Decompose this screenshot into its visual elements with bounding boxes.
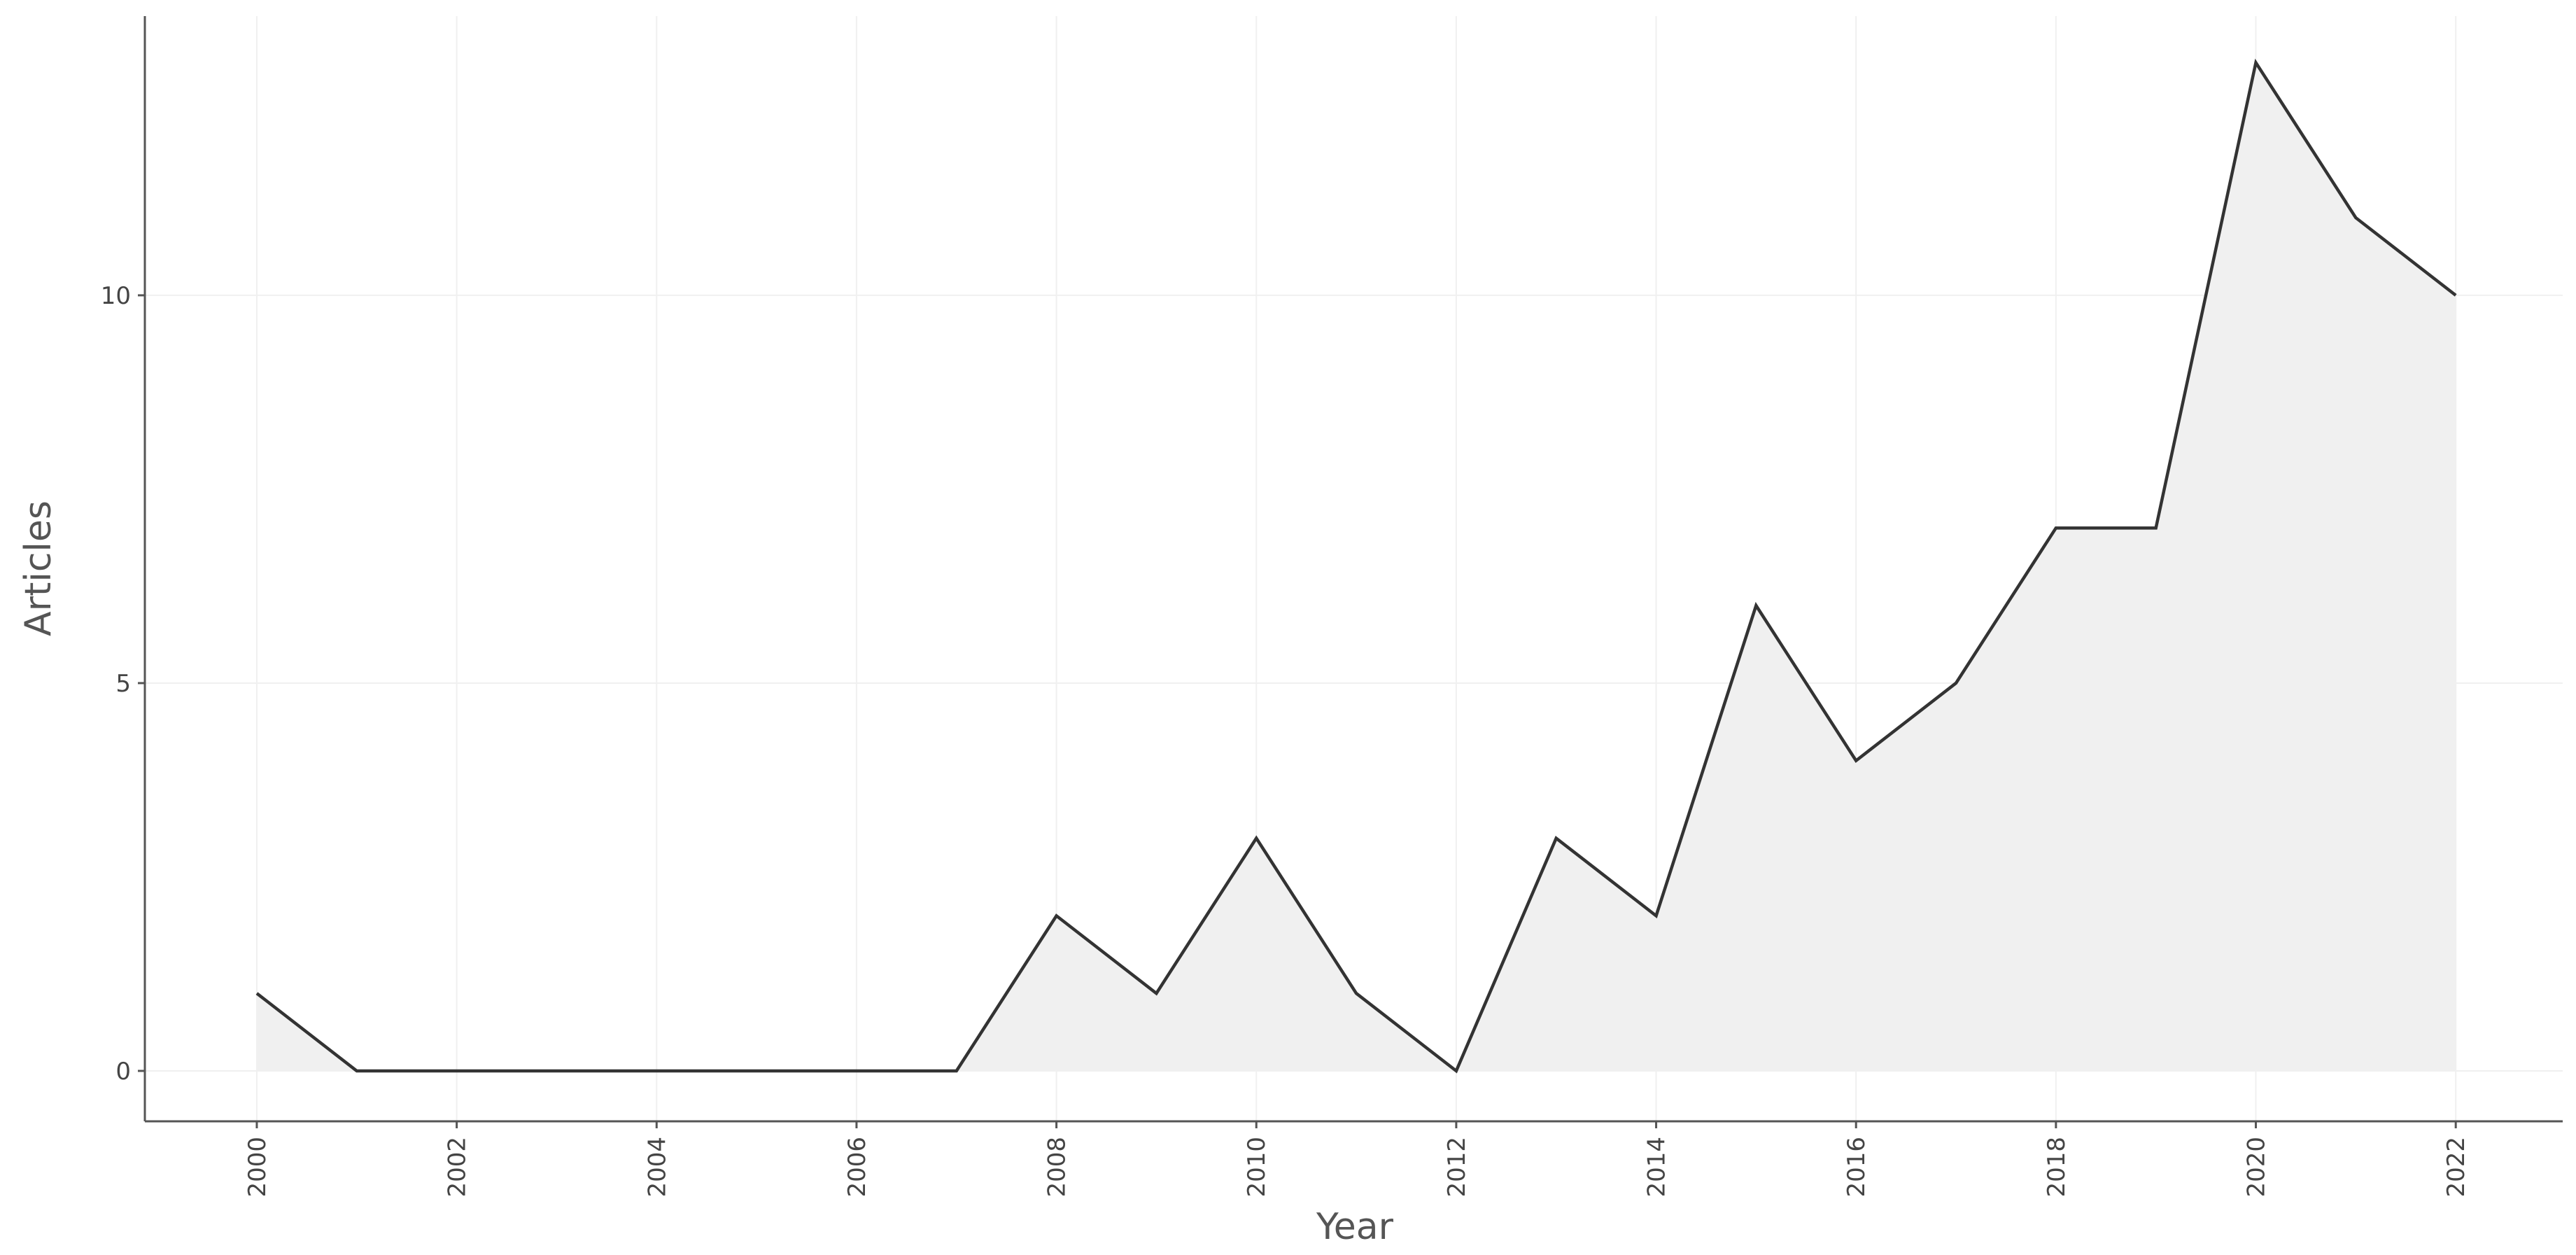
x-tick-label: 2000 [244,1137,272,1198]
area-fill [256,62,2456,1071]
x-tick-label: 2020 [2243,1137,2271,1198]
y-tick-label: 5 [115,670,131,698]
x-tick-label: 2014 [1643,1137,1671,1198]
x-tick-label: 2022 [2442,1137,2470,1198]
x-tick-label: 2016 [1843,1137,1871,1198]
x-tick-label: 2002 [444,1137,472,1198]
x-tick-label: 2008 [1043,1137,1071,1198]
x-tick-label: 2006 [843,1137,871,1198]
x-tick-label: 2004 [643,1137,671,1198]
y-tick-label: 10 [101,282,131,310]
y-axis-title: Articles [17,500,59,636]
x-tick-label: 2010 [1243,1137,1271,1198]
line [255,58,2457,1074]
y-tick-label: 0 [115,1058,131,1086]
x-tick-label: 2018 [2043,1137,2071,1198]
x-axis-title: Year [1316,1206,1394,1248]
x-tick-label: 2012 [1443,1137,1471,1198]
